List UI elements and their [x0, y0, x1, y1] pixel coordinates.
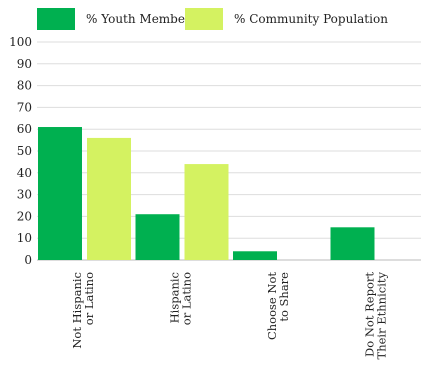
y-tick-label-30: 30 — [17, 188, 32, 202]
x-tick-label-line: Not Hispanic — [70, 272, 84, 349]
x-tick-label-1: Not Hispanicor Latino — [70, 272, 96, 349]
y-tick-label-70: 70 — [17, 100, 32, 114]
bar-youth-members-1 — [38, 127, 82, 261]
x-tick-label-line: Do Not Report — [363, 272, 377, 357]
x-tick-label-line: Their Ethnicity — [375, 272, 389, 360]
legend-label-youth-members: % Youth Members — [86, 12, 197, 26]
x-tick-label-line: or Latino — [180, 272, 194, 325]
y-tick-label-80: 80 — [17, 79, 32, 93]
x-tick-label-line: Choose Not — [265, 272, 279, 340]
legend-item-community-population: % Community Population — [185, 8, 388, 30]
y-tick-label-10: 10 — [17, 231, 32, 245]
bar-community-population-1 — [87, 137, 131, 260]
x-tick-label-3: Choose Notto Share — [265, 272, 291, 340]
legend-label-community-population: % Community Population — [234, 12, 388, 26]
y-tick-label-60: 60 — [17, 122, 32, 136]
y-tick-label-0: 0 — [24, 253, 32, 267]
bar-youth-members-2 — [135, 214, 180, 260]
legend-item-youth-members: % Youth Members — [37, 8, 197, 30]
bar-youth-members-3 — [233, 251, 277, 260]
y-tick-label-40: 40 — [17, 166, 32, 180]
x-tick-label-2: Hispanicor Latino — [168, 272, 194, 325]
x-tick-label-line: Hispanic — [168, 272, 182, 323]
y-tick-label-90: 90 — [17, 57, 32, 71]
x-tick-label-4: Do Not ReportTheir Ethnicity — [363, 272, 389, 360]
bar-youth-members-4 — [330, 227, 375, 260]
bar-community-population-2 — [184, 164, 229, 260]
x-tick-label-line: or Latino — [82, 272, 96, 325]
y-tick-label-100: 100 — [9, 35, 32, 49]
x-tick-label-line: to Share — [277, 272, 291, 322]
y-tick-label-20: 20 — [17, 209, 32, 223]
legend-swatch-community-population — [185, 8, 223, 30]
legend-swatch-youth-members — [37, 8, 75, 30]
y-tick-label-50: 50 — [17, 144, 32, 158]
chart-legend: % Youth Members % Community Population — [0, 0, 421, 38]
